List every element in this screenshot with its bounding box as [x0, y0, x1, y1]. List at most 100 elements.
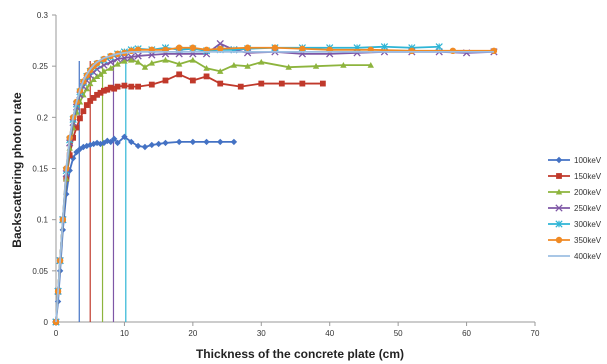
data-point — [148, 51, 156, 59]
data-point — [141, 143, 149, 151]
data-point — [353, 49, 361, 57]
data-point — [97, 71, 104, 77]
data-point — [90, 76, 97, 83]
data-point — [107, 58, 115, 66]
data-point — [101, 87, 107, 94]
data-point — [148, 59, 155, 66]
y-tick-label: 0.1 — [37, 216, 49, 225]
legend-swatch-marker — [555, 236, 563, 244]
legend-swatch-marker — [555, 204, 563, 212]
data-point — [175, 44, 183, 51]
data-point — [134, 58, 142, 65]
legend-item-250keV: 250keV — [548, 204, 602, 213]
data-point — [189, 138, 197, 146]
legend-label: 150keV — [574, 172, 602, 181]
data-point — [128, 138, 135, 146]
data-point — [114, 83, 121, 90]
data-point — [97, 89, 104, 96]
data-point — [114, 60, 121, 67]
legend-item-150keV: 150keV — [548, 172, 602, 181]
data-point — [278, 80, 285, 87]
data-point — [148, 81, 155, 88]
legend-swatch-marker — [555, 156, 563, 164]
data-point — [176, 71, 183, 78]
data-point — [94, 91, 100, 98]
data-point — [312, 62, 320, 69]
data-point — [258, 80, 265, 87]
data-point — [435, 43, 443, 51]
legend-label: 350keV — [574, 236, 602, 245]
legend-item-350keV: 350keV — [548, 236, 602, 245]
data-point — [97, 140, 104, 148]
y-tick-label: 0.2 — [37, 113, 49, 122]
data-point — [189, 44, 197, 51]
data-point — [217, 138, 224, 146]
data-point — [408, 47, 416, 55]
data-point — [230, 61, 238, 68]
data-point — [380, 43, 389, 51]
data-point — [83, 102, 90, 108]
data-point — [148, 141, 155, 149]
legend-swatch-marker — [555, 220, 563, 228]
data-point — [449, 47, 457, 55]
data-point — [128, 83, 135, 90]
data-point — [69, 155, 77, 162]
y-tick-label: 0.25 — [32, 62, 48, 71]
data-point — [120, 54, 129, 62]
data-point — [237, 83, 244, 90]
legend-label: 300keV — [574, 220, 602, 229]
data-point — [203, 138, 210, 146]
plot-area: 0 10 20 30 40 50 60 70 0 0.05 0.1 0.15 0.2 0.25 0.3 — [32, 11, 540, 338]
data-point — [299, 45, 306, 52]
data-point — [76, 145, 84, 153]
legend-swatch-marker — [556, 173, 562, 179]
data-point — [121, 57, 128, 64]
data-point — [141, 63, 149, 70]
data-point — [104, 137, 111, 145]
data-point — [104, 86, 111, 93]
data-point — [111, 85, 118, 92]
data-point — [90, 140, 97, 148]
data-point — [490, 47, 498, 55]
data-point — [217, 45, 224, 52]
x-tick-label: 60 — [462, 329, 471, 338]
data-point — [83, 85, 90, 92]
x-tick-label: 30 — [257, 329, 266, 338]
data-point — [77, 115, 83, 122]
data-point — [73, 148, 80, 156]
data-point — [203, 73, 210, 80]
legend-label: 200keV — [574, 188, 602, 197]
x-tick-label: 20 — [188, 329, 197, 338]
y-tick-label: 0.05 — [32, 267, 48, 276]
data-point — [189, 77, 196, 84]
data-point — [244, 44, 251, 51]
x-tick-label: 70 — [531, 329, 540, 338]
data-point — [230, 138, 238, 146]
data-point — [175, 60, 183, 67]
data-point — [189, 56, 197, 63]
data-point — [162, 56, 169, 63]
x-axis-title: Thickness of the concrete plate (cm) — [196, 347, 404, 361]
data-point — [90, 94, 97, 101]
data-point — [70, 134, 77, 141]
data-point — [100, 68, 108, 74]
data-point — [128, 56, 135, 63]
legend-item-300keV: 300keV — [548, 220, 602, 229]
legend: 100keV 150keV 200keV 250keV 300keV 350keV 400k… — [548, 156, 602, 261]
data-point — [340, 61, 347, 68]
data-point — [107, 65, 114, 71]
data-point — [135, 83, 142, 90]
data-point — [87, 98, 94, 104]
data-point — [285, 63, 292, 70]
series-line — [55, 50, 494, 323]
x-tick-label: 40 — [325, 329, 334, 338]
legend-swatch-marker — [555, 188, 563, 195]
y-tick-label: 0 — [44, 318, 49, 327]
data-point — [155, 140, 162, 148]
data-point — [93, 73, 101, 79]
y-tick-label: 0.3 — [37, 11, 49, 20]
data-point — [121, 82, 128, 89]
legend-label: 100keV — [574, 156, 602, 165]
data-point — [121, 133, 128, 140]
